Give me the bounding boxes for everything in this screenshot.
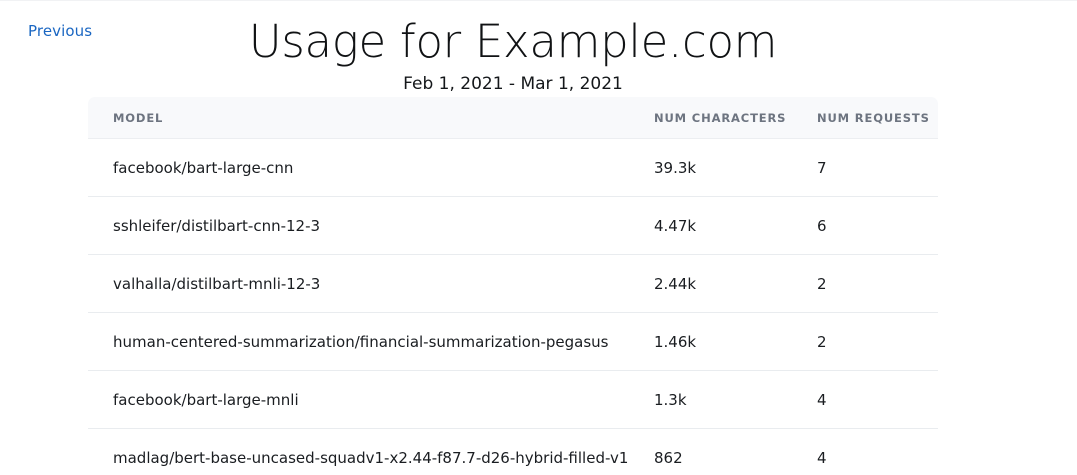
cell-num-characters: 1.3k <box>654 370 817 429</box>
cell-num-requests: 2 <box>817 312 938 371</box>
table-row[interactable]: human-centered-summarization/financial-s… <box>88 312 938 371</box>
cell-num-requests: 4 <box>817 370 938 429</box>
cell-num-characters: 4.47k <box>654 196 817 255</box>
cell-model: valhalla/distilbart-mnli-12-3 <box>88 254 654 313</box>
previous-link[interactable]: Previous <box>28 22 93 40</box>
cell-model: madlag/bert-base-uncased-squadv1-x2.44-f… <box>88 428 654 475</box>
date-range-subtitle: Feb 1, 2021 - Mar 1, 2021 <box>403 74 623 94</box>
table-row[interactable]: facebook/bart-large-mnli 1.3k 4 <box>88 370 938 429</box>
cell-model: facebook/bart-large-mnli <box>88 370 654 429</box>
cell-model: sshleifer/distilbart-cnn-12-3 <box>88 196 654 255</box>
table-header: MODEL NUM CHARACTERS NUM REQUESTS <box>88 97 938 139</box>
cell-num-characters: 862 <box>654 428 817 475</box>
page-header: Usage for Example.com Feb 1, 2021 - Mar … <box>0 13 1026 95</box>
cell-num-requests: 4 <box>817 428 938 475</box>
usage-table-card: MODEL NUM CHARACTERS NUM REQUESTS facebo… <box>88 97 938 475</box>
cell-model: facebook/bart-large-cnn <box>88 138 654 197</box>
cell-num-characters: 39.3k <box>654 138 817 197</box>
table-header-row: MODEL NUM CHARACTERS NUM REQUESTS <box>88 97 938 139</box>
cell-num-requests: 7 <box>817 138 938 197</box>
cell-num-requests: 2 <box>817 254 938 313</box>
table-row[interactable]: madlag/bert-base-uncased-squadv1-x2.44-f… <box>88 428 938 475</box>
cell-num-requests: 6 <box>817 196 938 255</box>
column-header-num-characters[interactable]: NUM CHARACTERS <box>654 97 817 139</box>
table-body: facebook/bart-large-cnn 39.3k 7 sshleife… <box>88 138 938 475</box>
page-title: Usage for Example.com <box>248 15 778 68</box>
cell-num-characters: 2.44k <box>654 254 817 313</box>
column-header-num-requests[interactable]: NUM REQUESTS <box>817 97 938 139</box>
table-row[interactable]: sshleifer/distilbart-cnn-12-3 4.47k 6 <box>88 196 938 255</box>
cell-num-characters: 1.46k <box>654 312 817 371</box>
usage-table: MODEL NUM CHARACTERS NUM REQUESTS facebo… <box>88 97 938 475</box>
cell-model: human-centered-summarization/financial-s… <box>88 312 654 371</box>
table-row[interactable]: facebook/bart-large-cnn 39.3k 7 <box>88 138 938 197</box>
table-row[interactable]: valhalla/distilbart-mnli-12-3 2.44k 2 <box>88 254 938 313</box>
column-header-model[interactable]: MODEL <box>88 97 654 139</box>
